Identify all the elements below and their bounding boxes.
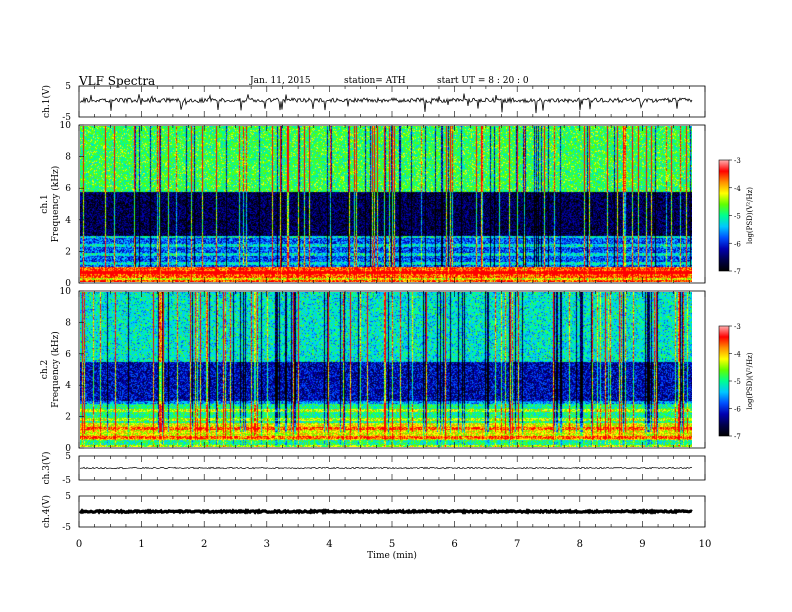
x-tick-label: 5 <box>389 539 395 550</box>
y-tick-label: 10 <box>60 287 72 297</box>
ch4-trace <box>78 508 693 515</box>
colorbar-label: log(PSD)(V²/Hz) <box>746 352 754 409</box>
ch1-trace <box>79 93 693 114</box>
y-tick-label: 8 <box>65 318 71 328</box>
y-tick-label: 0 <box>65 279 71 289</box>
x-tick-label: 9 <box>639 539 645 550</box>
colorbar-tick-label: -5 <box>734 378 741 386</box>
x-tick-label: 6 <box>451 539 457 550</box>
colorbar-tick-label: -4 <box>734 185 741 193</box>
y-tick-label: 4 <box>65 216 71 226</box>
y-tick-label: -5 <box>62 523 71 533</box>
y-tick-label: 4 <box>65 381 71 391</box>
y-tick-label: 2 <box>65 247 71 257</box>
x-axis-label: Time (min) <box>367 550 417 561</box>
ch2-spectrogram-image <box>80 292 692 447</box>
channel-label: ch.1 <box>40 194 50 213</box>
y-tick-label: -5 <box>62 113 71 123</box>
colorbar-tick-label: -4 <box>734 351 741 359</box>
y-tick-label: 5 <box>65 492 71 502</box>
y-tick-label: 2 <box>65 413 71 423</box>
y-tick-label: 5 <box>65 82 71 92</box>
x-tick-label: 0 <box>76 539 82 550</box>
y-axis-label: ch.3(V) <box>41 452 52 485</box>
x-tick-label: 1 <box>138 539 144 550</box>
x-tick-label: 7 <box>514 539 520 550</box>
colorbar-label: log(PSD)(V²/Hz) <box>746 187 754 244</box>
colorbar-tick-label: -3 <box>734 157 741 165</box>
x-tick-label: 2 <box>201 539 207 550</box>
colorbar-tick-label: -6 <box>734 240 741 248</box>
colorbar-tick-label: -5 <box>734 213 741 221</box>
y-tick-label: 6 <box>65 184 71 194</box>
channel-label: ch.2 <box>40 360 50 379</box>
colorbar-tick-label: -3 <box>734 323 741 331</box>
chart-title: VLF Spectra <box>79 74 156 88</box>
ch3-trace <box>79 466 693 470</box>
y-axis-label: ch.4(V) <box>41 495 52 528</box>
x-tick-label: 10 <box>699 539 712 550</box>
x-tick-label: 8 <box>577 539 583 550</box>
colorbar-tick-label: -7 <box>734 433 741 441</box>
start-ut-label: start UT = 8 : 20 : 0 <box>437 76 529 86</box>
y-tick-label: 5 <box>65 452 71 462</box>
colorbar <box>718 159 730 272</box>
y-axis-label: Frequency (kHz) <box>50 166 61 243</box>
y-axis-label: ch.1(V) <box>41 85 52 118</box>
x-tick-label: 3 <box>264 539 270 550</box>
colorbar-tick-label: -7 <box>734 268 741 276</box>
y-tick-label: -5 <box>62 476 71 486</box>
station-label: station= ATH <box>344 76 406 86</box>
x-tick-label: 4 <box>326 539 332 550</box>
y-tick-label: 8 <box>65 153 71 163</box>
colorbar-tick-label: -6 <box>734 406 741 414</box>
y-tick-label: 0 <box>65 444 71 454</box>
y-axis-label: Frequency (kHz) <box>50 331 61 408</box>
date-label: Jan. 11, 2015 <box>250 76 311 86</box>
y-tick-label: 6 <box>65 350 71 360</box>
ch1-spectrogram-image <box>80 126 692 282</box>
y-tick-label: 10 <box>60 121 72 131</box>
colorbar <box>718 325 730 437</box>
